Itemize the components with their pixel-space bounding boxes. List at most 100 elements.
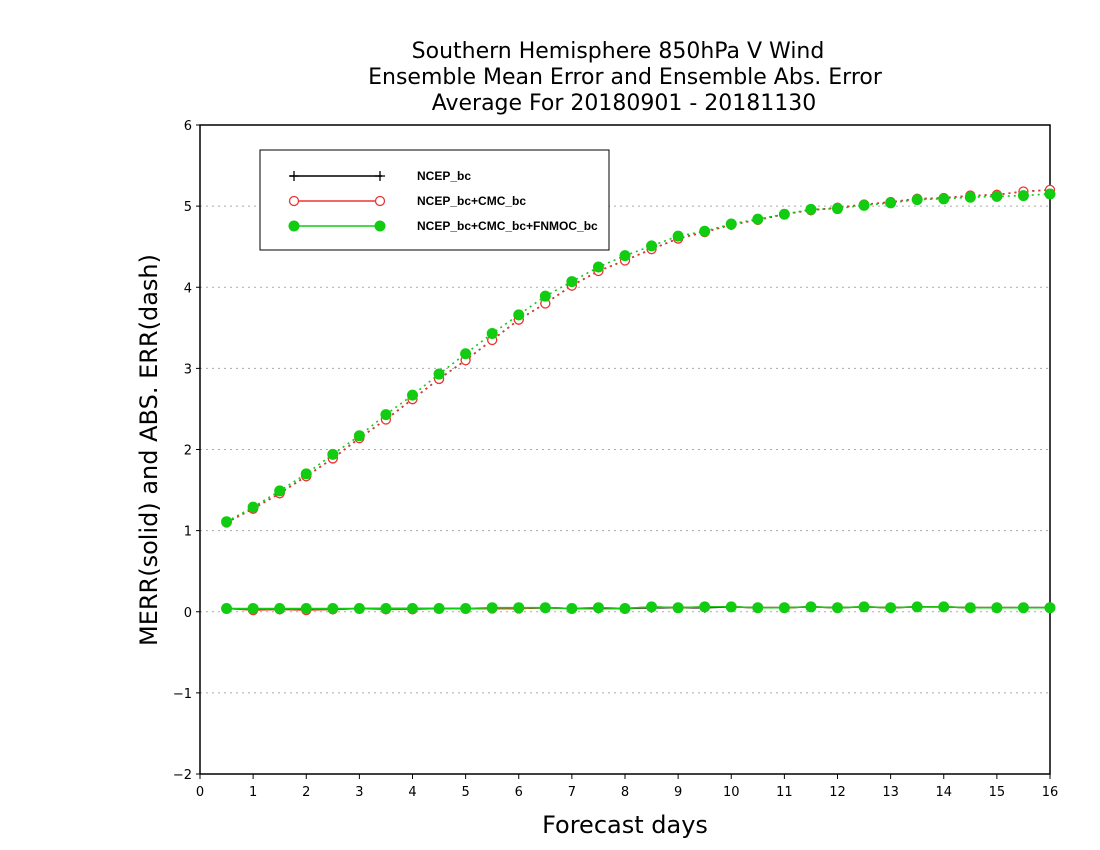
- x-tick-label: 14: [935, 785, 952, 800]
- abs-err-point: [407, 389, 418, 401]
- merr-point: [327, 603, 339, 615]
- title-line-3: Average For 20180901 - 20181130: [432, 91, 817, 116]
- legend-marker-end: [375, 171, 385, 181]
- x-tick-label: 12: [829, 785, 846, 800]
- abs-err-point: [300, 468, 312, 480]
- abs-err-point: [433, 368, 445, 380]
- abs-err-point: [592, 261, 604, 273]
- abs-err-point: [380, 409, 392, 421]
- abs-err-point: [274, 485, 286, 497]
- merr-point: [300, 603, 312, 615]
- y-tick-label: −1: [173, 687, 192, 702]
- legend: NCEP_bc NCEP_bc+CMC_bc NCEP_bc+CMC_bc+FNMO…: [259, 149, 610, 251]
- x-tick-label: 0: [196, 785, 204, 800]
- x-tick-label: 8: [621, 785, 629, 800]
- merr-point: [380, 603, 392, 615]
- merr-point: [592, 602, 604, 614]
- merr-point: [486, 602, 498, 614]
- merr-point: [274, 603, 286, 615]
- y-tick-label: −2: [173, 768, 192, 783]
- legend-marker-end: [374, 220, 386, 232]
- merr-point: [221, 603, 233, 615]
- series-lines: [221, 184, 1056, 616]
- legend-box: [259, 149, 610, 251]
- abs-err-point: [1044, 188, 1056, 200]
- x-tick-label: 7: [568, 785, 576, 800]
- merr-point: [566, 603, 578, 615]
- merr-point: [433, 603, 445, 615]
- x-axis-ticks: 0 1 2 3 4 5 6 7 8 9 10 11 12 13 14 15 16: [196, 774, 1058, 800]
- y-axis-label: MERR(solid) and ABS. ERR(dash): [135, 254, 163, 646]
- abs-err-point: [486, 327, 498, 339]
- merr-point: [247, 603, 259, 615]
- abs-err-point: [938, 193, 950, 205]
- abs-err-point: [699, 225, 711, 237]
- y-tick-label: 3: [184, 362, 192, 377]
- abs-err-point: [805, 203, 817, 215]
- abs-err-point: [1017, 190, 1029, 202]
- merr-point: [1017, 602, 1029, 614]
- merr-point: [964, 602, 976, 614]
- legend-label-ncep-bc-cmc-bc: NCEP_bc+CMC_bc: [417, 194, 526, 208]
- x-tick-label: 3: [355, 785, 363, 800]
- x-axis-label: Forecast days: [542, 811, 708, 839]
- series-ncep-bc-cmc-bc-fnmoc-bc: [221, 188, 1056, 615]
- chart-title: Southern Hemisphere 850hPa V Wind Ensemb…: [368, 39, 883, 116]
- title-line-2: Ensemble Mean Error and Ensemble Abs. Er…: [368, 65, 883, 90]
- legend-marker-start: [288, 195, 300, 207]
- merr-point: [725, 601, 737, 613]
- merr-point: [353, 603, 365, 615]
- merr-point: [778, 602, 790, 614]
- y-tick-label: 6: [184, 119, 192, 134]
- x-tick-label: 5: [461, 785, 469, 800]
- merr-point: [858, 601, 870, 613]
- merr-point: [539, 602, 551, 614]
- abs-err-point: [513, 309, 525, 321]
- merr-point: [1044, 602, 1056, 614]
- merr-line-ncep-bc-cmc-bc-fnmoc-bc: [226, 606, 1050, 610]
- title-line-1: Southern Hemisphere 850hPa V Wind: [412, 39, 825, 64]
- x-tick-label: 10: [723, 785, 740, 800]
- legend-marker-start: [289, 171, 299, 181]
- abs-err-point: [725, 218, 737, 230]
- x-tick-label: 6: [515, 785, 523, 800]
- merr-point: [672, 602, 684, 614]
- abs-err-point: [832, 203, 843, 215]
- merr-point: [805, 601, 817, 613]
- abs-err-point: [646, 240, 658, 252]
- merr-point: [513, 602, 525, 614]
- abs-err-point: [460, 348, 472, 360]
- merr-point: [460, 603, 472, 615]
- abs-err-point: [619, 250, 631, 262]
- legend-label-ncep-bc: NCEP_bc: [417, 169, 471, 183]
- x-tick-label: 15: [989, 785, 1006, 800]
- abs-err-point: [911, 194, 923, 206]
- x-tick-label: 16: [1042, 785, 1059, 800]
- merr-point: [407, 603, 418, 615]
- merr-point: [699, 601, 711, 613]
- x-tick-label: 11: [776, 785, 793, 800]
- legend-marker-start: [288, 220, 300, 232]
- x-tick-label: 2: [302, 785, 310, 800]
- merr-point: [938, 601, 950, 613]
- y-tick-label: 0: [184, 606, 192, 621]
- y-tick-label: 2: [184, 444, 192, 459]
- abs-err-point: [991, 190, 1003, 202]
- merr-point: [832, 602, 843, 614]
- y-axis-ticks: −2 −1 0 1 2 3 4 5 6: [173, 119, 200, 783]
- abs-err-point: [778, 208, 790, 220]
- legend-label-ncep-bc-cmc-bc-fnmoc-bc: NCEP_bc+CMC_bc+FNMOC_bc: [417, 219, 598, 233]
- abs-err-point: [327, 448, 339, 460]
- abs-err-point: [964, 191, 976, 203]
- abs-err-point: [566, 276, 578, 288]
- abs-err-point: [221, 516, 233, 528]
- abs-err-point: [858, 199, 870, 211]
- abs-err-point: [885, 197, 897, 209]
- abs-err-point: [672, 230, 684, 242]
- merr-point: [619, 603, 631, 615]
- merr-point: [991, 602, 1003, 614]
- abs-err-point: [353, 430, 365, 442]
- x-tick-label: 1: [249, 785, 257, 800]
- x-tick-label: 13: [882, 785, 899, 800]
